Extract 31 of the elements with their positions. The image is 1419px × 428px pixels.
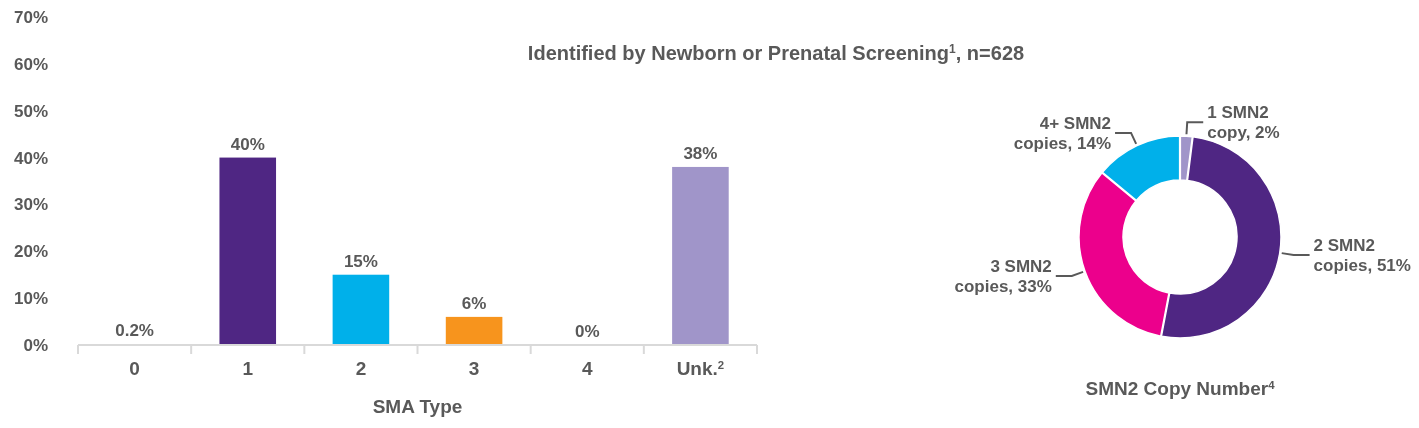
x-axis-title: SMA Type [372, 396, 463, 417]
data-label: 0% [574, 322, 600, 341]
text: Identified by Newborn or Prenatal Screening$^{1}$, n=628 [527, 42, 1025, 64]
slice-label: 1 SMN2 copy, 2% [1207, 103, 1280, 143]
x-tick-label: 2 [355, 358, 367, 379]
text: SMN2 Copy Number$^{4}$ [1085, 378, 1276, 399]
data-label: 6% [461, 293, 487, 313]
bar [332, 274, 390, 345]
slice-label: 3 SMN2 copies, 33% [954, 256, 1052, 296]
y-tick-label: 60% [13, 54, 48, 74]
x-tick-label: 3 [468, 358, 480, 379]
x-tick-label: 0 [129, 358, 140, 379]
bar [219, 157, 277, 345]
slice-label: 4+ SMN2 copies, 14% [1013, 113, 1112, 153]
y-tick-label: 40% [13, 148, 48, 168]
data-label: 15% [343, 251, 378, 271]
x-tick-label: Unk.$^{2}$ [676, 358, 725, 379]
y-tick-label: 10% [13, 289, 48, 309]
y-tick-label: 30% [13, 195, 48, 215]
x-tick-label: 4 [581, 358, 593, 379]
y-tick-label: 70% [13, 8, 48, 27]
data-label: 40% [230, 134, 265, 154]
data-label: 0.2% [115, 321, 154, 341]
y-tick-label: 0% [23, 336, 48, 355]
bar [445, 316, 503, 345]
y-tick-label: 20% [13, 242, 48, 262]
slice-label: 2 SMN2 copies, 51% [1313, 235, 1411, 275]
data-label: 38% [683, 143, 718, 163]
y-tick-label: 50% [13, 101, 48, 121]
bar [672, 166, 729, 345]
x-tick-label: 1 [242, 358, 254, 379]
